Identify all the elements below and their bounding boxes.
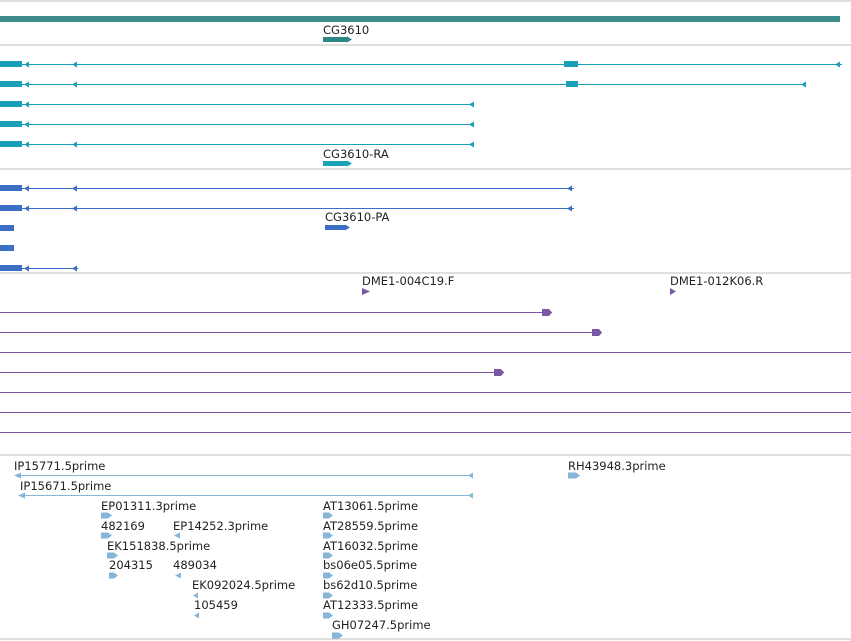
- est-feature[interactable]: [332, 632, 343, 639]
- est-label[interactable]: IP15671.5prime: [20, 479, 111, 493]
- est-feature[interactable]: [323, 572, 333, 579]
- transcript-2[interactable]: [0, 81, 806, 88]
- protein-5[interactable]: [0, 265, 78, 272]
- est-feature[interactable]: [568, 472, 580, 479]
- est-feature[interactable]: [193, 592, 198, 599]
- est-label[interactable]: AT12333.5prime: [323, 598, 418, 612]
- transcript-5[interactable]: [0, 141, 474, 148]
- est-feature[interactable]: [101, 512, 112, 519]
- est-feature[interactable]: [14, 472, 473, 479]
- gene-track: CG3610: [323, 23, 369, 43]
- est-label[interactable]: RH43948.3prime: [568, 459, 666, 473]
- protein-1[interactable]: [0, 185, 574, 192]
- transcript-3[interactable]: [0, 101, 474, 108]
- transcript-track: CG3610-RA: [0, 61, 842, 167]
- gene-feature[interactable]: [323, 36, 352, 43]
- est-feature[interactable]: [175, 572, 181, 579]
- est-label[interactable]: GH07247.5prime: [332, 618, 431, 632]
- est-label[interactable]: AT28559.5prime: [323, 519, 418, 533]
- protein-2[interactable]: [0, 205, 574, 212]
- transcript-label[interactable]: CG3610-RA: [323, 147, 389, 161]
- est-feature[interactable]: [323, 512, 333, 519]
- est-feature[interactable]: [101, 532, 112, 539]
- protein-3[interactable]: [0, 225, 14, 231]
- est-feature[interactable]: [194, 612, 199, 619]
- clone-line-1[interactable]: [0, 309, 552, 316]
- est-feature[interactable]: [107, 552, 118, 559]
- est-label[interactable]: IP15771.5prime: [14, 459, 105, 473]
- clone-line-4[interactable]: [0, 369, 504, 376]
- transcript-4[interactable]: [0, 121, 474, 128]
- est-feature[interactable]: [18, 492, 473, 499]
- est-label[interactable]: bs06e05.5prime: [323, 558, 417, 572]
- clone-line-2[interactable]: [0, 329, 602, 336]
- est-feature[interactable]: [323, 592, 333, 599]
- est-label[interactable]: bs62d10.5prime: [323, 578, 417, 592]
- est-label[interactable]: 204315: [109, 558, 153, 572]
- est-label[interactable]: EP14252.3prime: [173, 519, 268, 533]
- est-label[interactable]: AT13061.5prime: [323, 499, 418, 513]
- est-feature[interactable]: [323, 552, 333, 559]
- est-label[interactable]: EP01311.3prime: [101, 499, 196, 513]
- clone-marker-dme1-012k06r[interactable]: [670, 288, 676, 295]
- est-label[interactable]: AT16032.5prime: [323, 539, 418, 553]
- gene-label[interactable]: CG3610: [323, 23, 369, 37]
- est-label[interactable]: 105459: [194, 598, 238, 612]
- est-label[interactable]: 482169: [101, 519, 145, 533]
- transcript-1[interactable]: [0, 61, 842, 68]
- est-feature[interactable]: [323, 532, 333, 539]
- transcript-label-feature[interactable]: [323, 160, 352, 167]
- protein-track: CG3610-PA: [0, 185, 574, 272]
- clone-track: DME1-004C19.F DME1-012K06.R: [0, 274, 851, 433]
- est-label[interactable]: EK151838.5prime: [107, 539, 210, 553]
- est-label[interactable]: 489034: [173, 558, 217, 572]
- protein-4[interactable]: [0, 245, 14, 251]
- protein-label-feature[interactable]: [325, 224, 350, 231]
- clone-label-dme1-004c19f[interactable]: DME1-004C19.F: [362, 274, 454, 288]
- protein-label[interactable]: CG3610-PA: [325, 210, 390, 224]
- scaffold-bar[interactable]: [0, 16, 840, 22]
- clone-marker-dme1-004c19f[interactable]: [362, 288, 370, 295]
- est-track: IP15771.5prime IP15671.5prime RH43948.3p…: [14, 459, 666, 639]
- est-feature[interactable]: [109, 572, 118, 579]
- est-label[interactable]: EK092024.5prime: [192, 578, 295, 592]
- est-feature[interactable]: [174, 532, 180, 539]
- clone-label-dme1-012k06r[interactable]: DME1-012K06.R: [670, 274, 763, 288]
- est-feature[interactable]: [323, 612, 333, 619]
